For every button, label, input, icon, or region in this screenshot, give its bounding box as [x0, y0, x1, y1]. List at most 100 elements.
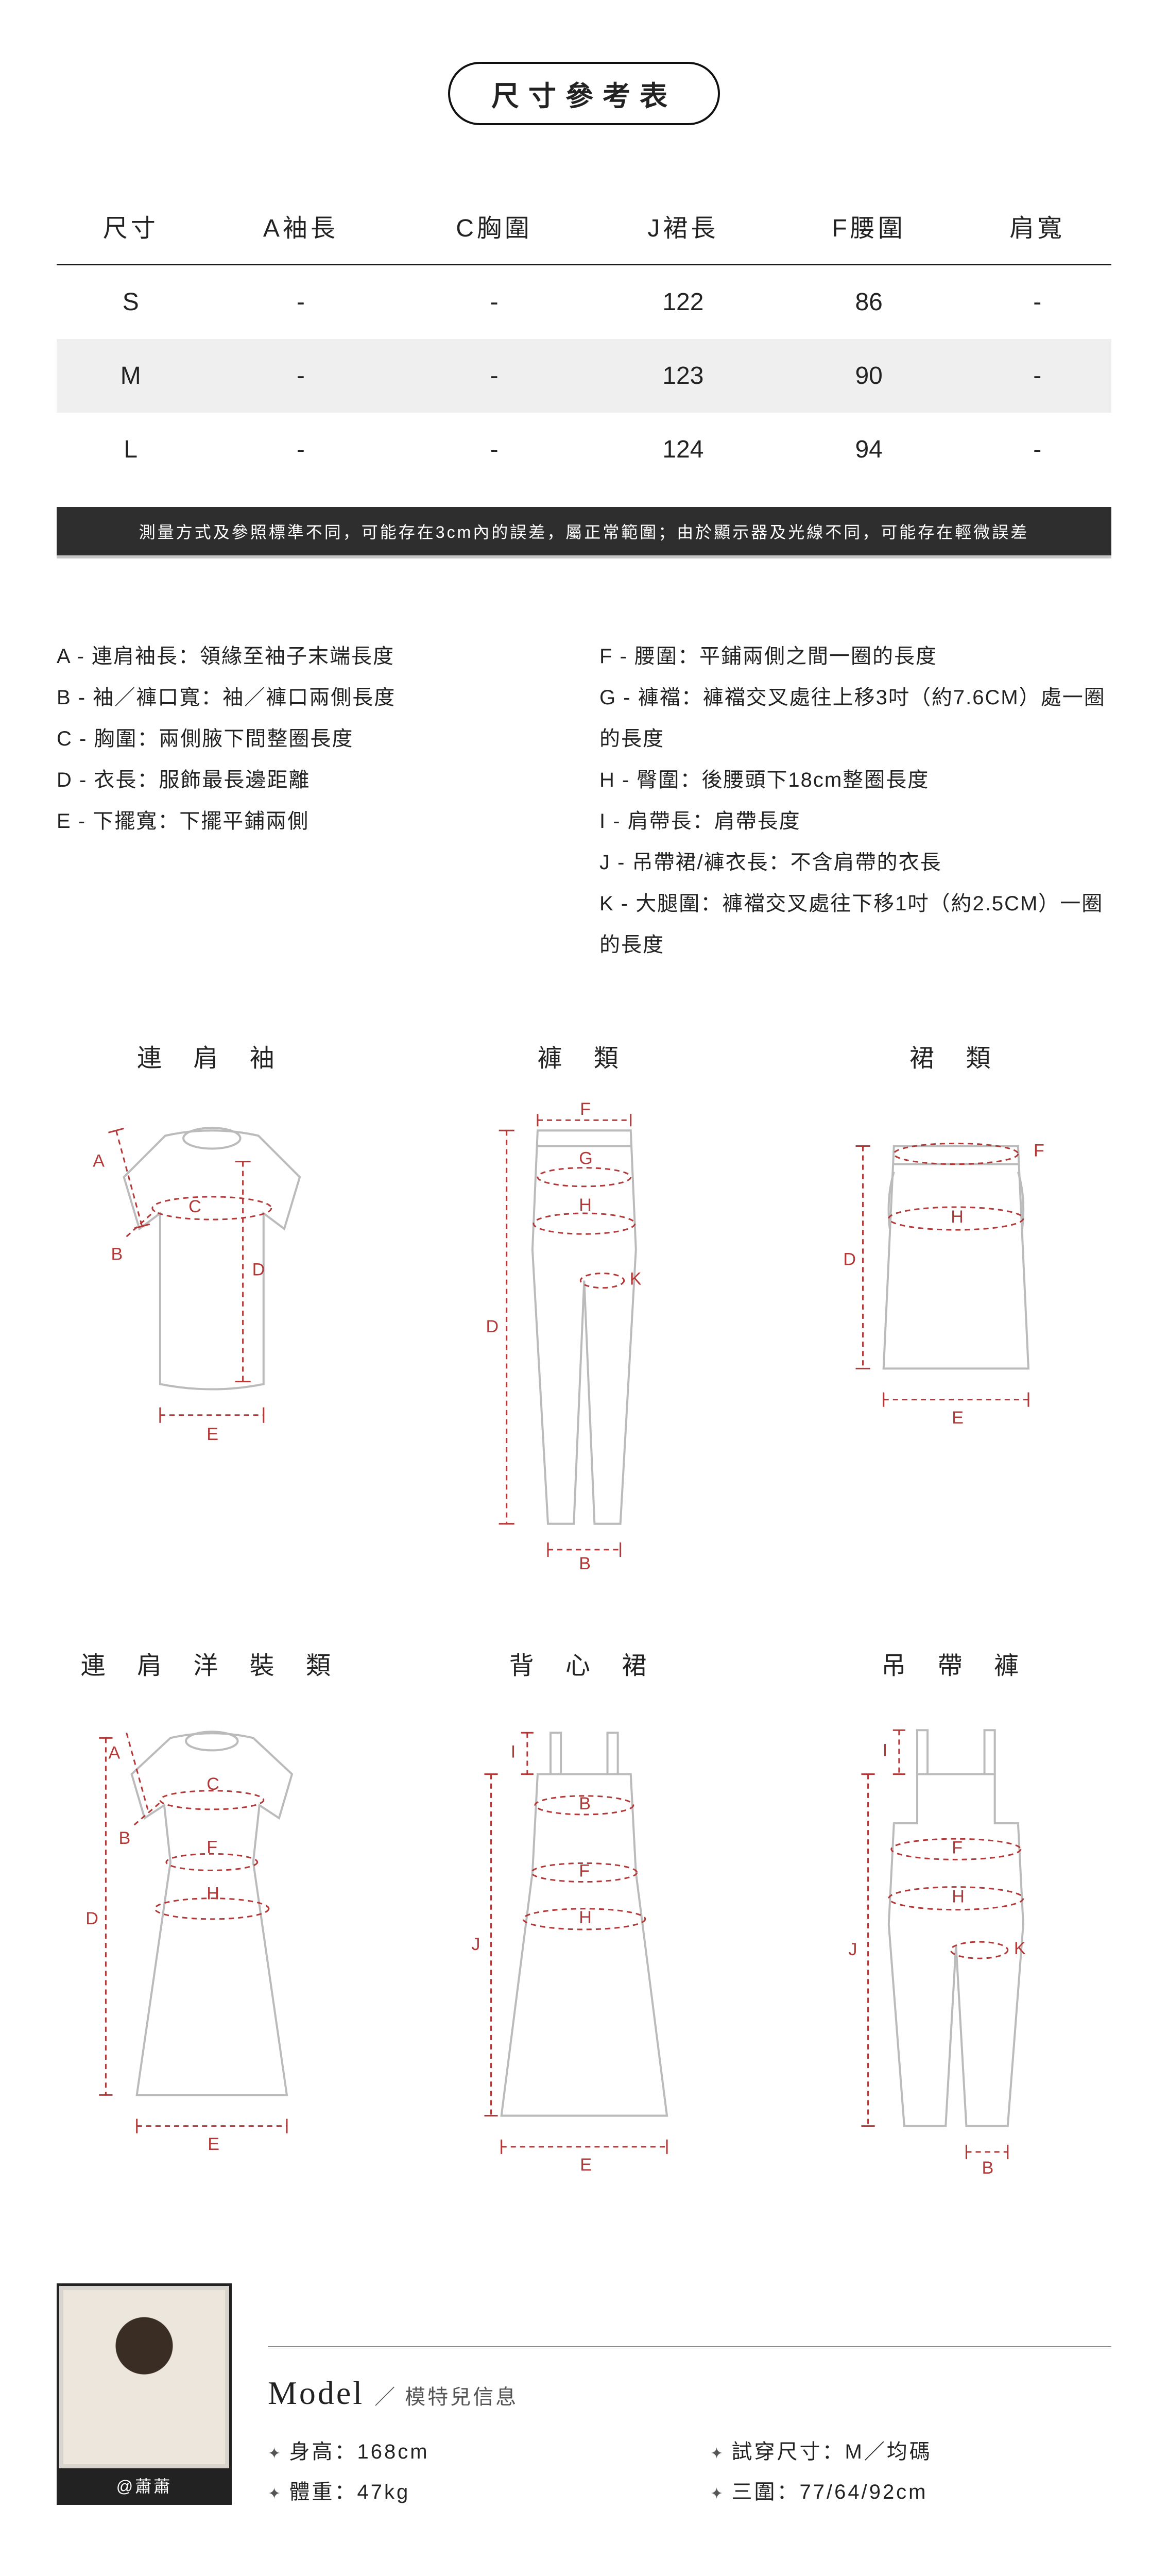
size-table-cell: -: [397, 413, 592, 486]
size-table-cell: M: [57, 339, 204, 413]
size-table-row: S--12286-: [57, 265, 1111, 339]
size-table: 尺寸A袖長C胸圍J裙長F腰圍肩寬 S--12286-M--12390-L--12…: [57, 187, 1111, 486]
legend-item: C - 胸圍：兩側腋下間整圈長度: [57, 718, 569, 759]
svg-text:F: F: [1034, 1141, 1044, 1161]
model-weight: 體重：47kg: [268, 2475, 669, 2505]
legend-item: D - 衣長：服飾最長邊距離: [57, 759, 569, 801]
svg-text:A: A: [108, 1743, 120, 1763]
size-table-cell: -: [397, 339, 592, 413]
diagram-title: 背 心 裙: [429, 1645, 740, 1681]
svg-text:H: H: [207, 1884, 219, 1904]
svg-text:J: J: [471, 1935, 480, 1954]
size-table-cell: -: [204, 413, 397, 486]
diagram-title: 裙 類: [801, 1038, 1111, 1074]
svg-text:B: B: [119, 1828, 131, 1848]
model-stats: 身高：168cm 試穿尺寸：M／均碼 體重：47kg 三圍：77/64/92cm: [268, 2435, 1111, 2505]
legend-item: G - 褲襠：褲襠交叉處往上移3吋（約7.6CM）處一圈的長度: [599, 677, 1111, 759]
model-heading-zh: ／ 模特兒信息: [374, 2386, 518, 2409]
svg-text:H: H: [579, 1195, 592, 1215]
svg-text:I: I: [510, 1742, 516, 1762]
model-handle: @蕭蕭: [59, 2468, 229, 2502]
legend-item: E - 下擺寬：下擺平鋪兩側: [57, 801, 569, 842]
svg-text:B: B: [982, 2158, 994, 2178]
svg-text:F: F: [952, 1838, 963, 1857]
measurement-legend: A - 連肩袖長：領緣至袖子末端長度B - 袖／褲口寬：袖／褲口兩側長度C - …: [57, 636, 1111, 965]
size-table-cell: 94: [775, 413, 964, 486]
size-table-cell: 86: [775, 265, 964, 339]
svg-text:B: B: [111, 1244, 123, 1264]
size-table-cell: -: [397, 265, 592, 339]
model-heading: Model ／ 模特兒信息: [268, 2374, 1111, 2412]
legend-item: B - 袖／褲口寬：袖／褲口兩側長度: [57, 677, 569, 718]
model-height: 身高：168cm: [268, 2435, 669, 2465]
size-table-header: F腰圍: [775, 187, 964, 265]
legend-item: K - 大腿圍：褲襠交叉處往下移1吋（約2.5CM）一圈的長度: [599, 883, 1111, 965]
diagram-cami-dress: 背 心 裙 I B F H J E: [429, 1645, 740, 2180]
svg-text:E: E: [580, 2155, 592, 2175]
size-table-cell: 90: [775, 339, 964, 413]
size-table-cell: -: [204, 265, 397, 339]
page-title-wrap: 尺寸參考表: [57, 62, 1111, 125]
svg-text:J: J: [849, 1940, 857, 1959]
diagram-title: 連 肩 洋 裝 類: [57, 1645, 367, 1681]
size-table-cell: L: [57, 413, 204, 486]
size-table-cell: -: [964, 413, 1112, 486]
size-table-header: 肩寬: [964, 187, 1112, 265]
disclaimer-bar: 測量方式及參照標準不同，可能存在3cm內的誤差，屬正常範圍；由於顯示器及光線不同…: [57, 507, 1111, 558]
legend-item: F - 腰圍：平鋪兩側之間一圈的長度: [599, 636, 1111, 677]
size-table-cell: -: [964, 265, 1112, 339]
size-table-row: M--12390-: [57, 339, 1111, 413]
legend-item: J - 吊帶裙/褲衣長：不含肩帶的衣長: [599, 842, 1111, 883]
model-card: @蕭蕭 Model ／ 模特兒信息 身高：168cm 試穿尺寸：M／均碼 體重：…: [57, 2283, 1111, 2505]
svg-text:I: I: [883, 1741, 888, 1760]
model-trysize: 試穿尺寸：M／均碼: [710, 2435, 1111, 2465]
diagram-raglan-tee: 連 肩 袖 A B C D E: [57, 1038, 367, 1573]
svg-text:E: E: [952, 1408, 964, 1428]
svg-text:B: B: [579, 1554, 591, 1570]
size-table-header: 尺寸: [57, 187, 204, 265]
svg-text:H: H: [952, 1887, 965, 1907]
size-table-header: C胸圍: [397, 187, 592, 265]
model-info: Model ／ 模特兒信息 身高：168cm 試穿尺寸：M／均碼 體重：47kg…: [268, 2346, 1111, 2505]
svg-text:E: E: [207, 1425, 218, 1444]
svg-text:B: B: [579, 1794, 591, 1814]
legend-item: A - 連肩袖長：領緣至袖子末端長度: [57, 636, 569, 677]
size-table-cell: -: [204, 339, 397, 413]
garment-diagram-grid: 連 肩 袖 A B C D E: [57, 1038, 1111, 2180]
svg-text:D: D: [486, 1317, 499, 1336]
svg-text:C: C: [207, 1774, 219, 1794]
diagram-overalls: 吊 帶 褲 I F H K J B: [801, 1645, 1111, 2180]
svg-text:H: H: [579, 1908, 592, 1927]
page-title: 尺寸參考表: [448, 62, 720, 125]
size-table-cell: 123: [592, 339, 775, 413]
diagram-raglan-dress: 連 肩 洋 裝 類 A B C F H D E: [57, 1645, 367, 2180]
diagram-trousers: 褲 類 F G H K D B: [429, 1038, 740, 1573]
diagram-skirt: 裙 類 F H D E: [801, 1038, 1111, 1573]
svg-text:K: K: [629, 1269, 641, 1289]
svg-text:F: F: [580, 1099, 591, 1119]
svg-text:C: C: [188, 1197, 201, 1216]
size-table-header: A袖長: [204, 187, 397, 265]
diagram-title: 褲 類: [429, 1038, 740, 1074]
size-table-header: J裙長: [592, 187, 775, 265]
svg-text:D: D: [85, 1909, 98, 1928]
svg-text:K: K: [1014, 1939, 1026, 1958]
size-table-row: L--12494-: [57, 413, 1111, 486]
svg-text:G: G: [579, 1149, 593, 1168]
legend-item: H - 臀圍：後腰頭下18cm整圈長度: [599, 759, 1111, 801]
svg-text:H: H: [951, 1207, 964, 1227]
svg-text:D: D: [844, 1249, 856, 1269]
size-table-cell: -: [964, 339, 1112, 413]
model-photo: @蕭蕭: [57, 2283, 232, 2505]
svg-text:E: E: [208, 2134, 219, 2154]
model-measure: 三圍：77/64/92cm: [710, 2475, 1111, 2505]
svg-text:F: F: [207, 1837, 217, 1857]
size-table-cell: 124: [592, 413, 775, 486]
diagram-title: 連 肩 袖: [57, 1038, 367, 1074]
diagram-title: 吊 帶 褲: [801, 1645, 1111, 1681]
size-table-cell: S: [57, 265, 204, 339]
svg-text:F: F: [579, 1861, 590, 1881]
svg-text:A: A: [93, 1151, 105, 1171]
svg-text:D: D: [252, 1260, 265, 1280]
legend-item: I - 肩帶長：肩帶長度: [599, 801, 1111, 842]
